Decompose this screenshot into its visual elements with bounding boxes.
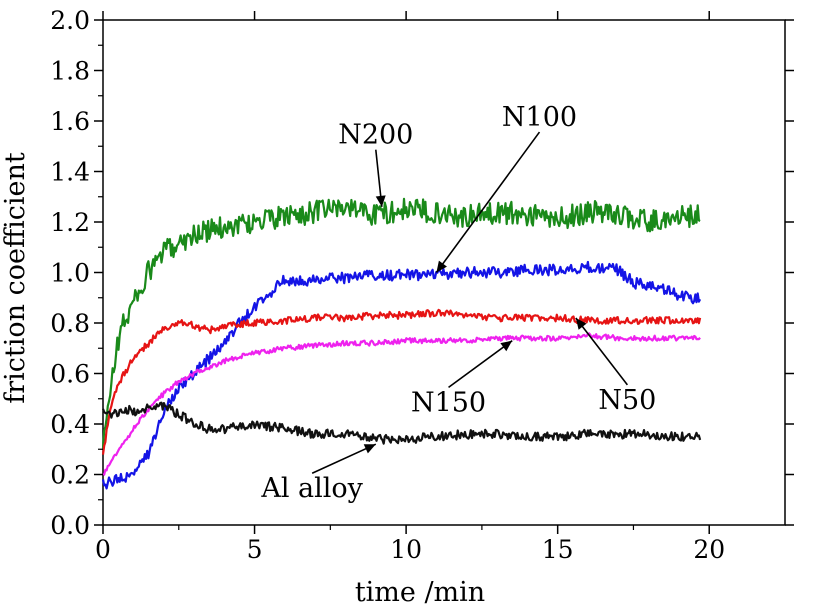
series-line-n200 <box>101 197 701 449</box>
annotation-arrowhead-al-alloy <box>363 444 376 454</box>
y-axis-title: friction coefficient <box>0 152 31 404</box>
y-tick-label: 0.2 <box>50 461 90 490</box>
y-tick-label: 1.4 <box>50 158 90 187</box>
series-layer <box>101 197 702 490</box>
annotation-arrow-al-alloy <box>311 443 377 474</box>
axes-layer: 0.0 0.2 0.4 0.6 0.8 1.0 1.2 1.4 1.6 1.8 2.0 0 5 10 15 2… <box>50 6 794 564</box>
series-line-n150 <box>102 332 701 476</box>
y-tick-label: 2.0 <box>50 6 90 35</box>
y-tick-label: 0.0 <box>50 511 90 540</box>
series-line-n100 <box>101 260 702 490</box>
annotation-arrowhead-n150 <box>500 340 513 352</box>
x-tick-label: 10 <box>390 535 422 564</box>
x-tick-label: 0 <box>95 535 111 564</box>
annotation-arrowhead-n200 <box>375 195 386 207</box>
annotation-arrow-n100 <box>435 131 541 273</box>
series-line-n50 <box>101 308 702 455</box>
y-tick-label: 0.8 <box>50 309 90 338</box>
y-tick-label: 1.2 <box>50 208 90 237</box>
annotation-label-n200: N200 <box>338 120 413 151</box>
annotation-arrowhead-n100 <box>436 260 447 273</box>
y-tick-label: 1.6 <box>50 107 90 136</box>
y-tick-label: 0.4 <box>50 410 90 439</box>
series-line-al-alloy <box>101 401 702 445</box>
x-tick-label: 20 <box>693 535 725 564</box>
annotation-layer: N200 N100 N150 N50 Al alloy <box>260 102 656 504</box>
y-tick-label: 1.8 <box>50 57 90 86</box>
x-tick-label: 15 <box>542 535 574 564</box>
annotation-arrow-n50 <box>575 317 629 386</box>
annotation-label-n100: N100 <box>502 102 577 133</box>
annotation-label-n50: N50 <box>598 385 656 416</box>
annotation-arrow-n150 <box>448 340 513 389</box>
y-tick-label: 0.6 <box>50 360 90 389</box>
x-tick-label: 5 <box>247 535 263 564</box>
annotation-label-n150: N150 <box>411 387 486 418</box>
annotation-label-al-alloy: Al alloy <box>260 473 363 504</box>
x-axis-title: time /min <box>355 577 485 608</box>
annotation-arrowhead-n50 <box>575 317 587 330</box>
y-tick-label: 1.0 <box>50 259 90 288</box>
